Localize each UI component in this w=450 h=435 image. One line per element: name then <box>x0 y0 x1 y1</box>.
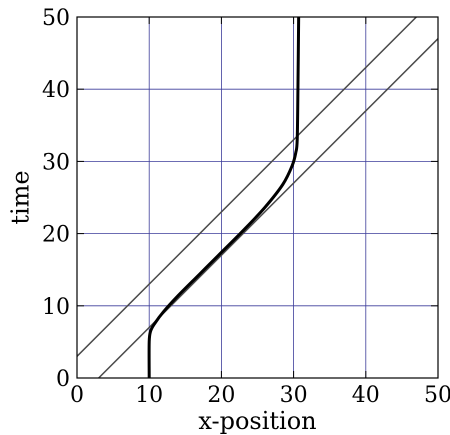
x-tick-label: 10 <box>135 383 163 408</box>
plot-frame <box>76 16 439 379</box>
y-tick-label: 0 <box>56 367 70 392</box>
y-tick-label: 10 <box>42 295 70 320</box>
tick-labels: 0 10 20 30 40 50 0 10 20 30 40 50 <box>42 6 450 408</box>
boundary-line-0 <box>77 17 417 357</box>
x-tick-label: 50 <box>424 383 450 408</box>
y-tick-label: 20 <box>42 223 70 248</box>
x-tick-label: 40 <box>352 383 380 408</box>
x-tick-label: 0 <box>70 383 84 408</box>
y-tick-label: 40 <box>42 78 70 103</box>
x-tick-label: 30 <box>280 383 308 408</box>
x-tick-label: 20 <box>207 383 235 408</box>
y-tick-label: 50 <box>42 6 70 31</box>
y-axis-label: time <box>7 170 35 224</box>
tick-marks <box>76 16 439 379</box>
grid-lines <box>77 17 438 378</box>
series-layer <box>77 17 438 378</box>
trajectory-curve <box>147 17 301 378</box>
x-axis-label: x-position <box>198 407 316 435</box>
y-tick-label: 30 <box>42 150 70 175</box>
